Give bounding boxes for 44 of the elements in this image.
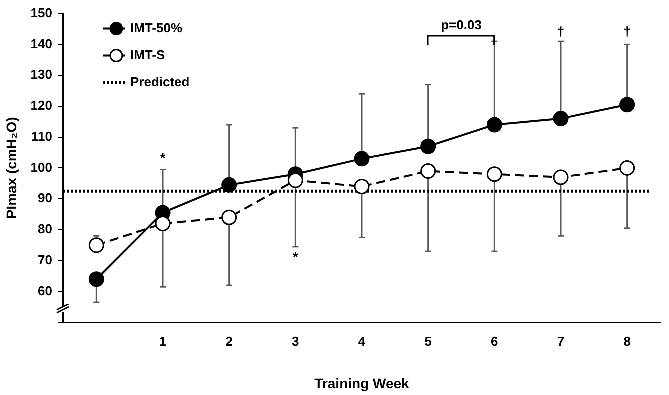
point <box>354 151 370 167</box>
point <box>354 178 370 194</box>
annotation: * <box>160 150 166 166</box>
x-tick-label: 2 <box>226 334 233 349</box>
x-tick-label: 6 <box>491 334 498 349</box>
annotation: † <box>624 24 631 39</box>
point <box>222 210 238 226</box>
point <box>620 97 636 113</box>
point <box>288 172 304 188</box>
annotation: † <box>557 24 565 39</box>
x-tick-label: 1 <box>159 334 167 349</box>
point <box>620 160 636 176</box>
legend-label: IMT-50% <box>130 20 183 36</box>
y-axis-title: PImax (cmH₂O) <box>3 117 20 220</box>
point <box>88 238 104 254</box>
annotation: p=0.03 <box>441 18 482 33</box>
x-axis-title: Training Week <box>314 375 410 392</box>
annotation: * <box>293 249 300 264</box>
y-tick-label: 100 <box>30 160 52 175</box>
point <box>553 111 569 127</box>
y-tick-label: 120 <box>30 98 52 114</box>
y-tick-label: 80 <box>38 222 52 237</box>
y-tick-label: 60 <box>38 283 52 298</box>
y-tick-label: 150 <box>30 5 52 20</box>
x-tick-label: 3 <box>292 334 300 349</box>
point <box>155 216 171 232</box>
x-tick-label: 5 <box>424 334 432 349</box>
x-tick-label: 8 <box>624 334 631 349</box>
legend-label: IMT-S <box>130 47 166 62</box>
y-tick-label: 130 <box>30 67 52 82</box>
y-tick-label: 110 <box>32 128 52 144</box>
point <box>88 272 104 288</box>
y-tick-label: 90 <box>38 190 52 206</box>
point <box>420 164 436 180</box>
legend-label: Predicted <box>130 74 190 90</box>
point <box>420 138 436 154</box>
x-tick-label: 7 <box>557 334 565 349</box>
point <box>553 170 569 186</box>
x-tick-label: 4 <box>358 334 366 349</box>
y-tick-label: 140 <box>30 36 52 52</box>
y-tick-label: 70 <box>38 252 52 268</box>
point <box>486 166 502 182</box>
point <box>486 117 502 133</box>
point <box>222 177 238 193</box>
